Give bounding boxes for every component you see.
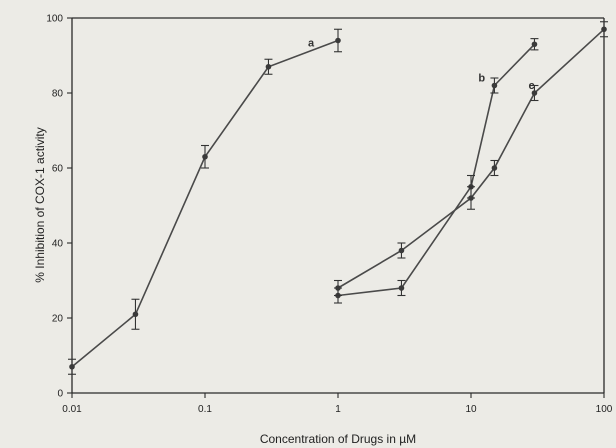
data-point (335, 37, 341, 44)
ticks: 0 20 40 60 80 100 0.01 0.1 1 10 100 (46, 14, 612, 416)
series-line-b (337, 43, 536, 297)
series-label-a: a (308, 38, 315, 50)
x-tick-label: 0.1 (198, 404, 212, 415)
y-tick-label: 100 (46, 14, 63, 25)
x-axis-title: Concentration of Drugs in µM (260, 432, 416, 446)
x-tick-label: 1 (335, 404, 341, 415)
axes (71, 17, 605, 394)
y-tick-label: 20 (52, 314, 64, 325)
y-tick-label: 0 (57, 389, 63, 400)
y-tick-label: 80 (52, 89, 64, 100)
y-tick-label: 40 (52, 239, 64, 250)
data-point (398, 247, 405, 254)
data-point (531, 90, 538, 96)
data-point (398, 285, 405, 291)
series-label-b: b (478, 73, 485, 85)
series-line-a (71, 39, 339, 368)
data-point (202, 153, 208, 160)
x-tick-label: 0.01 (62, 404, 82, 415)
series-label-c: c (528, 80, 534, 92)
series-line-c (337, 28, 605, 289)
series-c: c (334, 21, 608, 297)
series-group: a b c (68, 21, 608, 375)
y-axis-title: % Inhibition of COX-1 activity (33, 127, 47, 282)
data-point (468, 195, 474, 201)
data-point (335, 285, 341, 291)
y-tick-label: 60 (52, 164, 64, 175)
data-point (531, 41, 538, 48)
data-point (491, 82, 498, 89)
series-a: a (68, 28, 342, 375)
x-tick-label: 10 (465, 404, 477, 415)
data-point (491, 165, 498, 171)
data-point (69, 363, 75, 370)
data-point (265, 63, 272, 70)
series-b: b (334, 38, 539, 304)
data-point (601, 26, 607, 33)
data-point (132, 311, 139, 318)
x-tick-label: 100 (596, 404, 613, 415)
